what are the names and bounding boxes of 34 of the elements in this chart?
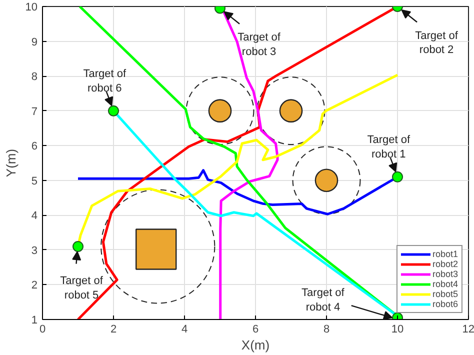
annotation: Target of robot 5 bbox=[60, 275, 104, 302]
legend-label: robot3 bbox=[432, 269, 458, 279]
legend-label: robot1 bbox=[432, 249, 458, 259]
legend-label: robot6 bbox=[432, 299, 458, 309]
x-tick-label: 10 bbox=[391, 324, 404, 336]
point bbox=[72, 240, 84, 252]
y-tick-label: 1 bbox=[31, 314, 38, 326]
y-tick-label: 5 bbox=[31, 175, 38, 188]
annotation: Target of robot 4 bbox=[302, 287, 346, 314]
legend-label: robot5 bbox=[432, 289, 458, 299]
annotation: Target of robot 3 bbox=[238, 32, 282, 58]
y-tick-label: 7 bbox=[31, 106, 38, 118]
point bbox=[108, 105, 119, 116]
x-tick-label: 4 bbox=[181, 324, 188, 336]
y-axis-title: Y(m) bbox=[3, 148, 18, 178]
y-tick-label: 6 bbox=[31, 140, 38, 153]
y-tick-label: 4 bbox=[31, 210, 38, 222]
x-tick-label: 0 bbox=[39, 324, 46, 336]
x-tick-label: 2 bbox=[110, 324, 117, 336]
y-tick-label: 3 bbox=[31, 244, 38, 257]
annotation: Target of robot 6 bbox=[83, 68, 127, 94]
x-tick-label: 12 bbox=[462, 324, 474, 336]
y-tick-label: 9 bbox=[31, 36, 38, 48]
annotation: Target of robot 2 bbox=[415, 30, 459, 56]
y-tick-label: 2 bbox=[31, 280, 38, 292]
x-tick-label: 6 bbox=[252, 324, 259, 336]
point bbox=[392, 171, 403, 182]
x-axis-title: X(m) bbox=[241, 338, 270, 352]
y-tick-label: 10 bbox=[25, 2, 38, 14]
legend-label: robot2 bbox=[432, 259, 458, 269]
y-tick-label: 8 bbox=[31, 71, 38, 84]
legend-label: robot4 bbox=[432, 279, 458, 289]
x-tick-label: 8 bbox=[323, 324, 330, 336]
annotation: Target of robot 1 bbox=[367, 134, 411, 161]
